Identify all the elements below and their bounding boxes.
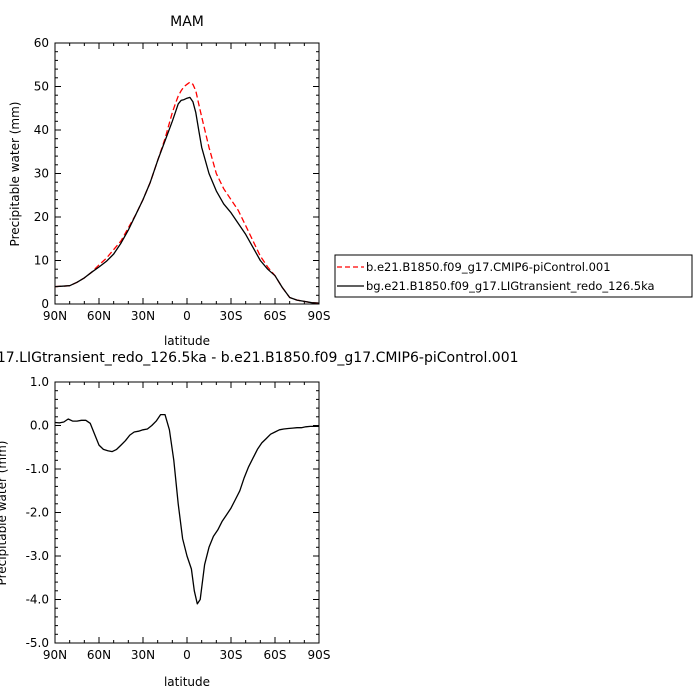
bottom-plot-frame (54, 381, 320, 644)
top-xtick-label: 90N (43, 309, 67, 323)
top-xtick-label: 60N (87, 309, 111, 323)
bottom-ytick-label: -4.0 (26, 593, 49, 607)
top-plot-title: MAM (170, 14, 204, 30)
top-series-line-0 (54, 81, 320, 304)
top-plot: MAM Precipitable water (mm) latitude 90N… (8, 14, 330, 348)
top-plot-xlabel: latitude (164, 334, 210, 348)
bottom-ytick-label: 1.0 (30, 375, 49, 389)
top-plot-frame (54, 42, 320, 305)
bottom-ytick-label: 0.0 (30, 419, 49, 433)
top-xtick-label: 30S (220, 309, 243, 323)
top-series-line-1 (54, 96, 320, 304)
top-ytick-label: 30 (34, 167, 49, 181)
bottom-plot: bg.e21.B1850.f09_g17.LIGtransient_redo_1… (0, 350, 519, 689)
top-ytick-label: 60 (34, 36, 49, 50)
top-plot-ticks: 90N 60N 30N 0 30S 60S 90S 0 10 20 30 40 50 60 (34, 36, 331, 323)
bottom-ytick-label: -5.0 (26, 636, 49, 650)
top-ytick-label: 0 (41, 297, 49, 311)
bottom-xtick-label: 90S (308, 648, 331, 662)
bottom-xtick-label: 90N (43, 648, 67, 662)
bottom-xtick-label: 60N (87, 648, 111, 662)
bottom-ytick-label: -2.0 (26, 506, 49, 520)
legend: b.e21.B1850.f09_g17.CMIP6-piControl.001 … (334, 254, 693, 298)
bottom-plot-ticks: 90N 60N 30N 0 30S 60S 90S -5.0 -4.0 -3.0 -2.0 -1.0 0… (26, 375, 331, 662)
top-ytick-label: 20 (34, 210, 49, 224)
bottom-ytick-label: -3.0 (26, 549, 49, 563)
bottom-xtick-label: 30S (220, 648, 243, 662)
legend-label-LIGtransient: bg.e21.B1850.f09_g17.LIGtransient_redo_1… (366, 279, 655, 293)
bottom-plot-title: bg.e21.B1850.f09_g17.LIGtransient_redo_1… (0, 350, 519, 366)
top-xtick-label: 0 (183, 309, 191, 323)
top-ytick-label: 40 (34, 123, 49, 137)
bottom-plot-xlabel: latitude (164, 675, 210, 689)
legend-box (334, 254, 693, 298)
top-ytick-label: 50 (34, 80, 49, 94)
bottom-xtick-label: 60S (264, 648, 287, 662)
top-ytick-label: 10 (34, 254, 49, 268)
bottom-xtick-label: 30N (131, 648, 155, 662)
bottom-xtick-label: 0 (183, 648, 191, 662)
top-plot-lines (54, 81, 320, 304)
top-xtick-label: 90S (308, 309, 331, 323)
top-plot-ylabel: Precipitable water (mm) (8, 102, 22, 247)
bottom-series-line-0 (54, 413, 319, 605)
top-xtick-label: 30N (131, 309, 155, 323)
bottom-plot-ylabel: Precipitable water (mm) (0, 441, 9, 586)
legend-label-piControl: b.e21.B1850.f09_g17.CMIP6-piControl.001 (366, 260, 611, 274)
bottom-plot-lines (54, 413, 319, 605)
top-xtick-label: 60S (264, 309, 287, 323)
bottom-ytick-label: -1.0 (26, 462, 49, 476)
